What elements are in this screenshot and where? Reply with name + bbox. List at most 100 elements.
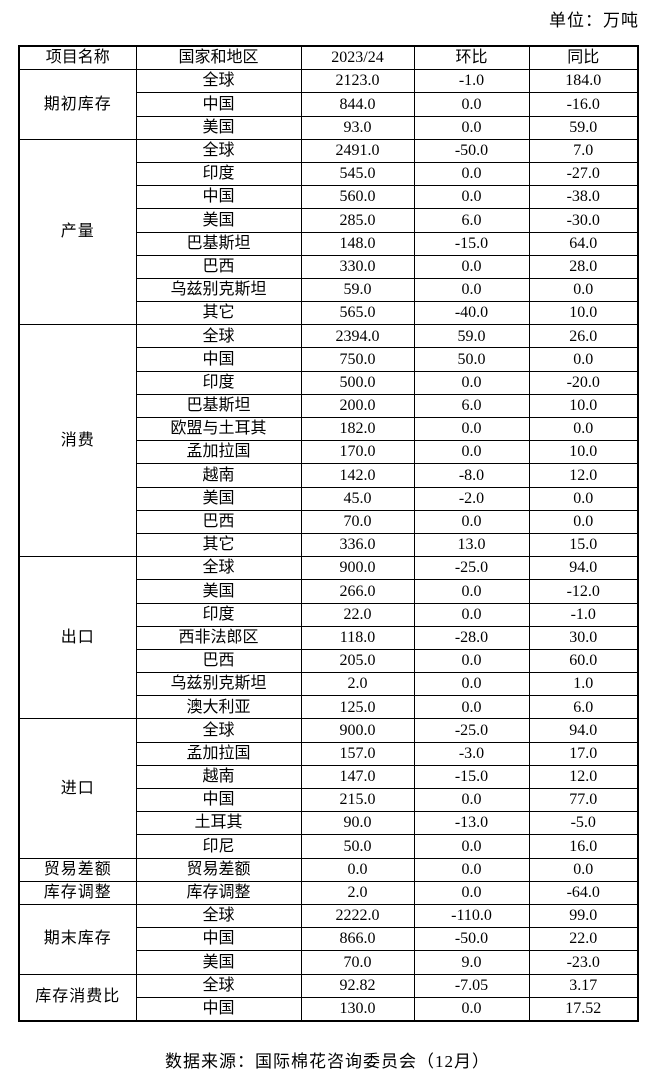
value-cell: 26.0 <box>528 324 639 349</box>
region-cell: 乌兹别克斯坦 <box>135 672 302 697</box>
value-cell: 3.17 <box>528 973 639 998</box>
group-label-cell: 贸易差额 <box>18 857 137 882</box>
header-season: 2023/24 <box>300 45 415 71</box>
value-cell: 94.0 <box>528 718 639 743</box>
header-yoy: 同比 <box>528 45 639 71</box>
region-cell: 巴西 <box>135 509 302 534</box>
region-cell: 西非法郎区 <box>135 625 302 650</box>
region-cell: 中国 <box>135 347 302 372</box>
value-cell: 750.0 <box>300 347 415 372</box>
value-cell: 147.0 <box>300 764 415 790</box>
value-cell: 9.0 <box>413 950 530 975</box>
value-cell: 0.0 <box>413 672 530 697</box>
table-row: 中国 130.0 0.0 17.52 <box>19 996 639 1022</box>
table-row: 消费 全球 2394.0 59.0 26.0 <box>18 324 639 558</box>
table-row: 巴西 330.0 0.0 28.0 <box>19 254 639 279</box>
table-row: 印度 22.0 0.0 -1.0 <box>19 602 639 627</box>
value-cell: 500.0 <box>300 370 415 395</box>
table-row: 孟加拉国 170.0 0.0 10.0 <box>19 440 639 465</box>
value-cell: 170.0 <box>300 440 415 465</box>
value-cell: 0.0 <box>413 440 530 465</box>
header-mom: 环比 <box>413 45 530 71</box>
region-cell: 全球 <box>135 69 302 94</box>
value-cell: 59.0 <box>300 277 415 303</box>
unit-label: 单位：万吨 <box>549 11 639 30</box>
value-cell: -1.0 <box>413 69 530 94</box>
table-row: 库存调整 库存调整 2.0 0.0 -64.0 <box>18 880 639 905</box>
value-cell: 900.0 <box>300 718 415 743</box>
value-cell: 90.0 <box>300 811 415 836</box>
value-cell: 17.0 <box>528 741 639 766</box>
region-cell: 美国 <box>135 950 302 975</box>
value-cell: 13.0 <box>413 532 530 558</box>
value-cell: 10.0 <box>528 440 639 465</box>
table-row: 西非法郎区 118.0 -28.0 30.0 <box>19 625 639 650</box>
group-label-cell: 期末库存 <box>18 903 137 975</box>
header-row: 项目名称 国家和地区 2023/24 环比 同比 <box>18 45 639 71</box>
table-row: 美国 93.0 0.0 59.0 <box>19 115 639 140</box>
table-row: 巴基斯坦 200.0 6.0 10.0 <box>19 393 639 419</box>
value-cell: 125.0 <box>300 695 415 720</box>
region-cell: 美国 <box>135 579 302 604</box>
value-cell: 200.0 <box>300 393 415 419</box>
value-cell: 0.0 <box>413 370 530 395</box>
value-cell: 0.0 <box>413 834 530 859</box>
value-cell: 266.0 <box>300 579 415 604</box>
value-cell: 545.0 <box>300 161 415 187</box>
value-cell: -25.0 <box>413 556 530 581</box>
value-cell: 0.0 <box>413 185 530 210</box>
value-cell: -64.0 <box>528 880 639 905</box>
value-cell: 0.0 <box>528 857 639 882</box>
table-row: 印度 500.0 0.0 -20.0 <box>19 370 639 395</box>
value-cell: 10.0 <box>528 393 639 419</box>
region-cell: 印尼 <box>135 834 302 859</box>
region-cell: 乌兹别克斯坦 <box>135 277 302 303</box>
table-row: 乌兹别克斯坦 59.0 0.0 0.0 <box>19 277 639 303</box>
value-cell: 0.0 <box>413 115 530 140</box>
value-cell: -2.0 <box>413 486 530 511</box>
value-cell: 0.0 <box>528 416 639 442</box>
value-cell: 157.0 <box>300 741 415 766</box>
value-cell: 0.0 <box>413 880 530 905</box>
value-cell: 93.0 <box>300 115 415 140</box>
value-cell: -5.0 <box>528 811 639 836</box>
region-cell: 越南 <box>135 764 302 790</box>
region-cell: 中国 <box>135 787 302 813</box>
value-cell: 0.0 <box>413 92 530 117</box>
region-cell: 土耳其 <box>135 811 302 836</box>
region-cell: 美国 <box>135 208 302 233</box>
value-cell: 17.52 <box>528 996 639 1022</box>
value-cell: 2.0 <box>300 880 415 905</box>
table-row: 中国 215.0 0.0 77.0 <box>19 787 639 813</box>
group-label-cell: 进口 <box>18 718 137 859</box>
value-cell: -16.0 <box>528 92 639 117</box>
group-label-cell: 出口 <box>18 556 137 720</box>
table-row: 中国 844.0 0.0 -16.0 <box>19 92 639 117</box>
value-cell: 0.0 <box>528 509 639 534</box>
table-row: 期末库存 全球 2222.0 -110.0 99.0 <box>18 903 639 975</box>
group-label-cell: 产量 <box>18 138 137 326</box>
region-cell: 中国 <box>135 92 302 117</box>
data-source-note: 数据来源：国际棉花咨询委员会（12月） <box>165 1052 490 1071</box>
region-cell: 巴基斯坦 <box>135 393 302 419</box>
value-cell: 215.0 <box>300 787 415 813</box>
table-row: 巴基斯坦 148.0 -15.0 64.0 <box>19 231 639 256</box>
value-cell: 2491.0 <box>300 138 415 163</box>
region-cell: 巴基斯坦 <box>135 231 302 256</box>
value-cell: 0.0 <box>413 996 530 1022</box>
value-cell: 0.0 <box>413 416 530 442</box>
header-item-name: 项目名称 <box>18 45 137 71</box>
value-cell: 0.0 <box>528 486 639 511</box>
value-cell: 7.0 <box>528 138 639 163</box>
value-cell: -50.0 <box>413 927 530 952</box>
region-cell: 中国 <box>135 996 302 1022</box>
value-cell: 866.0 <box>300 927 415 952</box>
value-cell: -30.0 <box>528 208 639 233</box>
value-cell: -28.0 <box>413 625 530 650</box>
region-cell: 全球 <box>135 324 302 349</box>
value-cell: 99.0 <box>528 903 639 929</box>
value-cell: -1.0 <box>528 602 639 627</box>
table-row: 澳大利亚 125.0 0.0 6.0 <box>19 695 639 720</box>
value-cell: 45.0 <box>300 486 415 511</box>
region-cell: 全球 <box>135 138 302 163</box>
